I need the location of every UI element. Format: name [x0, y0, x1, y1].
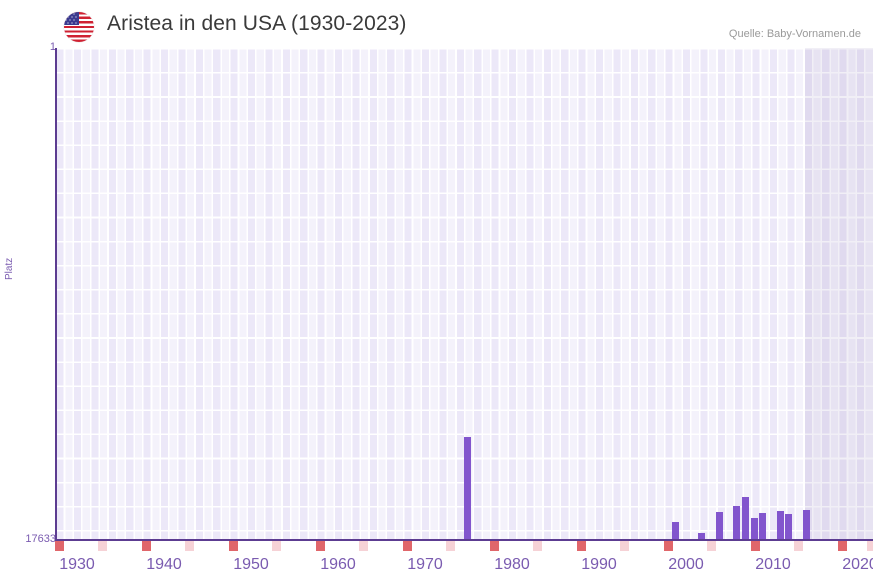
x-axis-label-1930: 1930: [59, 556, 95, 573]
bar-2011[interactable]: [733, 506, 740, 540]
x-tick-major-6: [577, 541, 586, 551]
x-tick-minor-9: [867, 541, 873, 551]
bar-2014[interactable]: [759, 513, 766, 540]
x-tick-minor-3: [359, 541, 368, 551]
x-tick-minor-2: [272, 541, 281, 551]
x-axis-label-2010: 2010: [755, 556, 791, 573]
bar-2009[interactable]: [716, 512, 723, 540]
x-tick-major-9: [838, 541, 847, 551]
x-axis-label-1980: 1980: [494, 556, 530, 573]
x-axis-label-2000: 2000: [668, 556, 704, 573]
x-tick-major-8: [751, 541, 760, 551]
x-axis-line: [55, 539, 873, 541]
bar-2019[interactable]: [803, 510, 810, 540]
x-axis-label-1950: 1950: [233, 556, 269, 573]
x-tick-minor-4: [446, 541, 455, 551]
bar-2012[interactable]: [742, 497, 749, 540]
x-tick-major-5: [490, 541, 499, 551]
us-flag-icon: [64, 12, 94, 42]
x-axis-tick-marks: [55, 541, 873, 551]
shaded-band-recent-years: [805, 48, 873, 540]
x-axis-label-1990: 1990: [581, 556, 617, 573]
x-tick-minor-0: [98, 541, 107, 551]
x-tick-minor-1: [185, 541, 194, 551]
x-tick-minor-5: [533, 541, 542, 551]
x-tick-major-3: [316, 541, 325, 551]
flag-canton: [64, 12, 79, 25]
x-axis-label-1960: 1960: [320, 556, 356, 573]
bar-2004[interactable]: [672, 522, 679, 540]
y-axis-label-bottom: 17633: [25, 533, 56, 545]
x-tick-minor-8: [794, 541, 803, 551]
x-tick-major-1: [142, 541, 151, 551]
chart-title: Aristea in den USA (1930-2023): [107, 12, 407, 35]
bar-2017[interactable]: [785, 514, 792, 540]
plot-area: [55, 48, 873, 540]
bar-1980[interactable]: [464, 437, 471, 540]
x-tick-minor-7: [707, 541, 716, 551]
x-axis-label-1940: 1940: [146, 556, 182, 573]
y-axis-label-top: 1: [49, 41, 56, 53]
chart-header: Aristea in den USA (1930-2023) Quelle: B…: [0, 0, 873, 46]
x-axis-label-1970: 1970: [407, 556, 443, 573]
bar-2016[interactable]: [777, 511, 784, 540]
bar-2013[interactable]: [751, 518, 758, 540]
source-attribution: Quelle: Baby-Vornamen.de: [728, 28, 861, 40]
bar-2007[interactable]: [698, 533, 705, 540]
x-tick-minor-6: [620, 541, 629, 551]
x-tick-major-7: [664, 541, 673, 551]
x-tick-major-2: [229, 541, 238, 551]
y-axis-title: Platz: [4, 257, 15, 280]
x-tick-major-4: [403, 541, 412, 551]
x-axis-label-2020: 2020: [842, 556, 873, 573]
x-tick-major-0: [55, 541, 64, 551]
y-axis-line: [55, 48, 57, 540]
bars-layer: [55, 48, 873, 540]
